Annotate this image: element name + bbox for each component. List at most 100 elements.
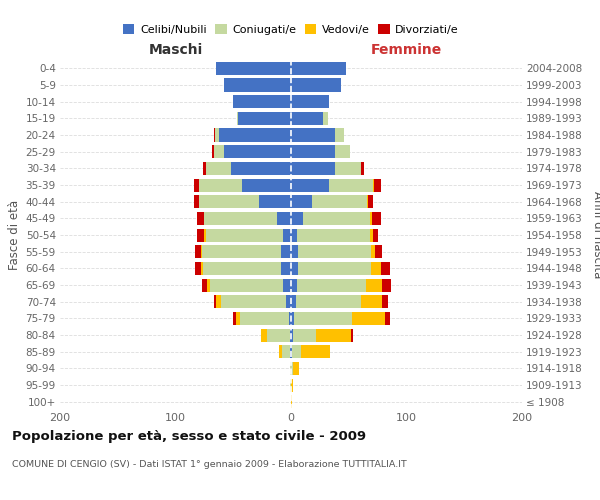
Bar — [295, 312, 352, 325]
Bar — [224, 78, 291, 92]
Bar — [292, 345, 301, 358]
Bar — [289, 312, 291, 325]
Bar — [206, 162, 231, 175]
Bar — [195, 262, 201, 275]
Bar — [298, 245, 371, 258]
Bar — [210, 278, 283, 291]
Bar — [368, 195, 373, 208]
Bar — [194, 195, 199, 208]
Bar — [291, 345, 292, 358]
Bar — [291, 212, 302, 225]
Bar — [382, 278, 391, 291]
Text: Femmine: Femmine — [371, 42, 442, 56]
Bar — [376, 245, 382, 258]
Bar — [291, 395, 292, 408]
Bar — [194, 178, 199, 192]
Bar — [281, 262, 291, 275]
Bar — [297, 228, 370, 241]
Bar — [291, 262, 298, 275]
Bar — [371, 262, 381, 275]
Bar — [298, 262, 371, 275]
Bar — [291, 178, 329, 192]
Bar — [382, 295, 388, 308]
Bar — [221, 295, 286, 308]
Bar — [290, 378, 291, 392]
Bar — [293, 362, 299, 375]
Bar — [291, 112, 323, 125]
Bar — [290, 345, 291, 358]
Bar — [385, 312, 391, 325]
Bar — [224, 145, 291, 158]
Bar — [201, 245, 202, 258]
Bar — [329, 178, 373, 192]
Bar — [293, 328, 316, 342]
Bar — [203, 162, 206, 175]
Bar — [316, 328, 351, 342]
Text: Maschi: Maschi — [148, 42, 203, 56]
Bar — [277, 212, 291, 225]
Bar — [261, 328, 267, 342]
Bar — [291, 195, 312, 208]
Bar — [231, 162, 291, 175]
Bar — [214, 295, 216, 308]
Bar — [242, 178, 291, 192]
Bar — [323, 112, 328, 125]
Bar — [291, 245, 298, 258]
Bar — [312, 195, 367, 208]
Bar — [283, 228, 291, 241]
Bar — [372, 212, 381, 225]
Bar — [286, 295, 291, 308]
Bar — [335, 145, 350, 158]
Bar — [381, 262, 391, 275]
Bar — [335, 162, 361, 175]
Bar — [202, 245, 281, 258]
Legend: Celibi/Nubili, Coniugati/e, Vedovi/e, Divorziati/e: Celibi/Nubili, Coniugati/e, Vedovi/e, Di… — [119, 20, 463, 40]
Bar — [373, 178, 374, 192]
Bar — [291, 228, 297, 241]
Bar — [351, 328, 353, 342]
Bar — [233, 312, 236, 325]
Bar — [371, 245, 376, 258]
Bar — [215, 128, 220, 141]
Y-axis label: Anni di nascita: Anni di nascita — [591, 192, 600, 278]
Bar — [233, 95, 291, 108]
Bar — [291, 295, 296, 308]
Bar — [297, 278, 366, 291]
Bar — [291, 62, 346, 75]
Bar — [361, 295, 382, 308]
Bar — [370, 228, 373, 241]
Bar — [373, 228, 377, 241]
Bar — [267, 328, 290, 342]
Bar — [290, 328, 291, 342]
Bar — [240, 312, 289, 325]
Bar — [216, 62, 291, 75]
Bar — [199, 195, 259, 208]
Bar — [291, 378, 293, 392]
Text: COMUNE DI CENGIO (SV) - Dati ISTAT 1° gennaio 2009 - Elaborazione TUTTITALIA.IT: COMUNE DI CENGIO (SV) - Dati ISTAT 1° ge… — [12, 460, 407, 469]
Bar — [291, 78, 341, 92]
Bar — [335, 128, 344, 141]
Bar — [206, 228, 283, 241]
Bar — [296, 295, 361, 308]
Bar — [238, 112, 291, 125]
Bar — [259, 195, 291, 208]
Bar — [197, 228, 205, 241]
Bar — [214, 128, 215, 141]
Bar — [282, 345, 290, 358]
Bar — [291, 328, 293, 342]
Bar — [212, 145, 214, 158]
Bar — [205, 228, 206, 241]
Bar — [370, 212, 372, 225]
Y-axis label: Fasce di età: Fasce di età — [8, 200, 22, 270]
Bar — [281, 245, 291, 258]
Bar — [301, 345, 330, 358]
Bar — [302, 212, 370, 225]
Bar — [291, 145, 335, 158]
Bar — [291, 278, 297, 291]
Text: Popolazione per età, sesso e stato civile - 2009: Popolazione per età, sesso e stato civil… — [12, 430, 366, 443]
Bar — [367, 195, 368, 208]
Bar — [291, 162, 335, 175]
Bar — [197, 212, 205, 225]
Bar — [291, 128, 335, 141]
Bar — [290, 362, 291, 375]
